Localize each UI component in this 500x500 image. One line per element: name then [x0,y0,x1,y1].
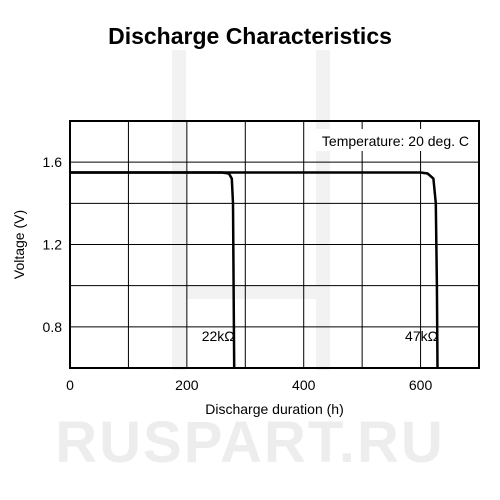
chart-title: Discharge Characteristics [108,23,392,49]
y-axis-title: Voltage (V) [11,210,27,279]
x-tick-label: 600 [409,377,433,393]
series-label-1: 47kΩ [405,328,438,344]
series-label-0: 22kΩ [202,328,235,344]
y-tick-label: 0.8 [43,319,63,335]
annotation-background [307,129,477,151]
x-axis-title: Discharge duration (h) [205,401,344,417]
series-line-1 [70,171,439,369]
series-group [70,171,439,369]
x-tick-label: 400 [292,377,316,393]
tick-labels: 0 200 400 600 0.8 1.2 1.6 [43,154,433,393]
y-tick-label: 1.2 [43,237,63,253]
x-tick-label: 200 [175,377,199,393]
y-tick-label: 1.6 [43,154,63,170]
watermark-frame-right [316,50,330,370]
watermark-frame-left [172,50,186,370]
watermark-frame-mid [172,285,330,299]
temperature-annotation: Temperature: 20 deg. C [322,133,469,149]
watermark-text: RUSPART.RU [55,410,445,475]
series-labels: 22kΩ 47kΩ [202,328,438,344]
grid [70,121,479,368]
plot-frame [69,120,480,369]
x-tick-label: 0 [66,377,74,393]
